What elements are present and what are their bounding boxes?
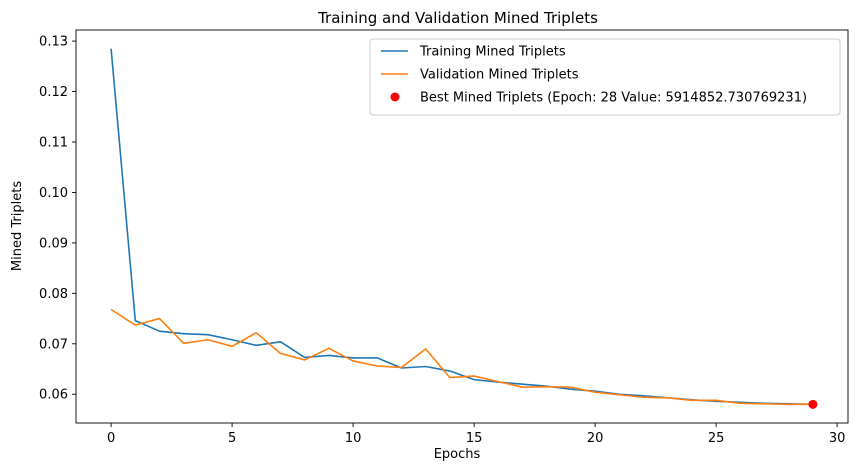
series-line-validation (110, 308, 813, 406)
y-tick-label: 0.11 (39, 135, 68, 150)
x-tick-label: 0 (107, 431, 115, 446)
y-axis-title: Mined Triplets (10, 181, 25, 271)
y-tick-label: 0.08 (39, 287, 68, 302)
x-tick-label: 5 (228, 431, 236, 446)
x-axis: 0 5 10 15 20 25 30 (107, 423, 845, 446)
x-tick-label: 25 (708, 431, 725, 446)
best-point-marker (808, 399, 818, 409)
x-tick-label: 10 (345, 431, 362, 446)
legend-swatch-best (390, 92, 400, 102)
legend-box (369, 38, 841, 116)
axes-frame (75, 29, 849, 424)
y-tick-label: 0.09 (39, 236, 68, 251)
y-tick-label: 0.13 (39, 35, 68, 50)
y-axis: 0.06 0.07 0.08 0.09 0.10 0.11 0.12 0.13 (39, 35, 76, 403)
chart-title: Training and Validation Mined Triplets (317, 9, 598, 27)
legend-label-validation: Validation Mined Triplets (420, 68, 579, 83)
legend-label-training: Training Mined Triplets (419, 45, 566, 60)
x-tick-label: 15 (466, 431, 483, 446)
x-axis-title: Epochs (434, 447, 481, 462)
legend: Training Mined Triplets Validation Mined … (369, 38, 841, 116)
x-tick-label: 20 (587, 431, 604, 446)
y-tick-label: 0.07 (39, 337, 68, 352)
y-tick-label: 0.10 (39, 186, 68, 201)
x-tick-label: 30 (829, 431, 846, 446)
y-tick-label: 0.06 (39, 388, 68, 403)
plot-area (75, 29, 849, 424)
legend-label-best: Best Mined Triplets (Epoch: 28 Value: 59… (420, 91, 807, 106)
y-tick-label: 0.12 (39, 85, 68, 100)
